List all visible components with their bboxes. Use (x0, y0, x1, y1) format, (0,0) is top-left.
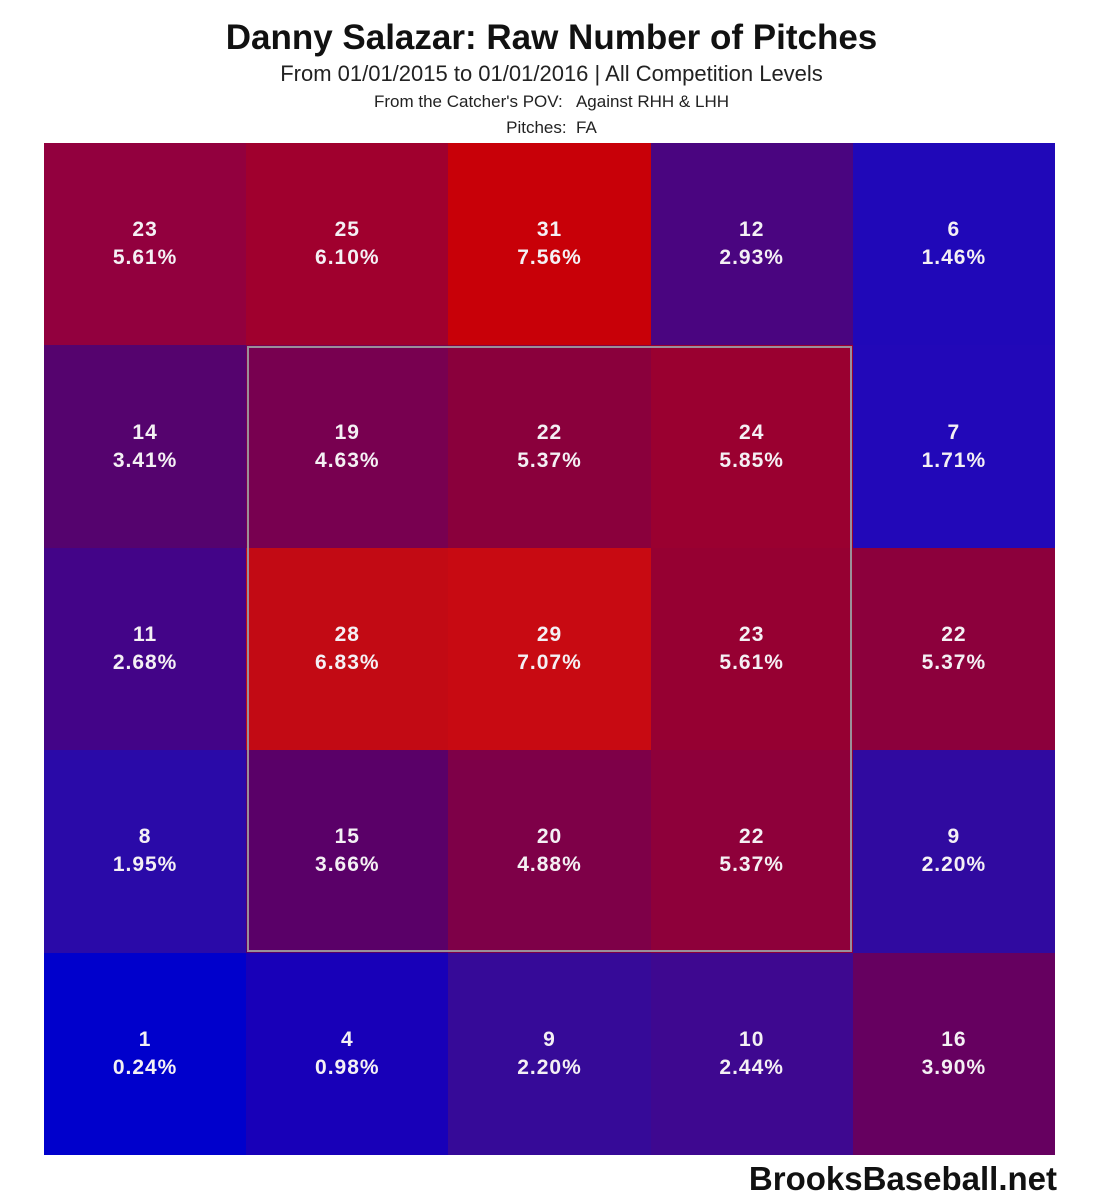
zone-cell: 8 1.95% (44, 750, 247, 953)
zone-cell-percent: 2.44% (719, 1055, 784, 1079)
zone-cell-count: 6 (947, 218, 961, 242)
zone-cell: 9 2.20% (852, 750, 1055, 953)
zone-cell: 12 2.93% (650, 143, 853, 346)
zone-cell: 24 5.85% (650, 345, 853, 548)
zone-cell-count: 25 (334, 218, 360, 242)
zone-cell-count: 11 (132, 622, 158, 646)
zone-cell-percent: 5.61% (112, 246, 178, 270)
zone-cell-count: 23 (739, 622, 765, 646)
zone-cell-percent: 2.68% (112, 650, 178, 674)
zone-cell: 15 3.66% (246, 750, 449, 953)
zone-cell-percent: 1.95% (112, 853, 178, 877)
zone-cell: 22 5.37% (448, 345, 651, 548)
zone-cell-percent: 7.07% (517, 650, 582, 674)
zone-cell-percent: 5.37% (517, 448, 582, 472)
chart-subtitle-date-range: From 01/01/2015 to 01/01/2016 | All Comp… (280, 61, 823, 86)
zone-cell-count: 14 (132, 420, 158, 444)
zone-cell: 9 2.20% (448, 952, 651, 1155)
zone-cell-count: 20 (536, 825, 563, 849)
zone-cell: 29 7.07% (448, 547, 651, 751)
zone-cell-count: 22 (941, 622, 967, 646)
zone-cell-count: 28 (334, 622, 360, 646)
zone-cell-percent: 3.41% (112, 448, 178, 472)
zone-cell-count: 9 (947, 825, 961, 849)
zone-cell-count: 8 (138, 825, 152, 849)
chart-subtitle-pitch-type: Pitches: FA (506, 118, 597, 137)
zone-cell: 25 6.10% (246, 143, 449, 346)
watermark: BrooksBaseball.net (748, 1160, 1057, 1197)
zone-cell-count: 23 (132, 218, 158, 242)
zone-cell: 16 3.90% (852, 952, 1055, 1155)
zone-cell-count: 22 (536, 420, 563, 444)
zone-cell-count: 24 (739, 420, 765, 444)
zone-cell-percent: 7.56% (517, 246, 582, 270)
zone-cell-count: 1 (138, 1027, 152, 1051)
chart-title: Danny Salazar: Raw Number of Pitches (225, 18, 878, 57)
zone-cell: 14 3.41% (44, 345, 247, 548)
zone-cell: 28 6.83% (246, 547, 449, 751)
zone-cell-percent: 5.61% (719, 650, 784, 674)
zone-cell-percent: 6.83% (315, 650, 380, 674)
zone-cell-percent: 2.20% (921, 853, 987, 877)
zone-cell: 22 5.37% (852, 547, 1055, 751)
zone-cell-percent: 3.66% (315, 853, 380, 877)
zone-cell-count: 29 (536, 622, 563, 646)
zone-cell: 23 5.61% (650, 547, 853, 751)
zone-cell-percent: 5.85% (719, 448, 784, 472)
zone-cell-count: 31 (536, 218, 563, 242)
zone-cell: 22 5.37% (650, 750, 853, 953)
chart-subtitle-pov: From the Catcher's POV: Against RHH & LH… (373, 92, 729, 111)
zone-cell-count: 12 (739, 218, 765, 242)
zone-cell: 23 5.61% (44, 143, 247, 346)
zone-cell-percent: 1.46% (921, 246, 987, 270)
zone-cell: 20 4.88% (448, 750, 651, 953)
zone-cell-percent: 4.63% (315, 448, 380, 472)
zone-cell-percent: 2.93% (719, 246, 784, 270)
zone-cell-percent: 5.37% (719, 853, 784, 877)
zone-cell-percent: 3.90% (921, 1055, 987, 1079)
zone-cell: 6 1.46% (852, 143, 1055, 346)
zone-cell-percent: 2.20% (517, 1055, 582, 1079)
zone-cell-count: 7 (947, 420, 961, 444)
zone-cell: 7 1.71% (852, 345, 1055, 548)
zone-cell-count: 16 (941, 1027, 967, 1051)
zone-cell-count: 19 (334, 420, 360, 444)
zone-cell: 31 7.56% (448, 143, 651, 346)
zone-cell-count: 9 (543, 1027, 556, 1051)
zone-cell-count: 22 (739, 825, 765, 849)
zone-cell: 4 0.98% (246, 952, 449, 1155)
zone-cell-percent: 1.71% (921, 448, 987, 472)
zone-cell: 19 4.63% (246, 345, 449, 548)
zone-cell-percent: 6.10% (315, 246, 380, 270)
zone-cell-percent: 5.37% (921, 650, 987, 674)
zone-cell-count: 15 (334, 825, 360, 849)
zone-cell-count: 4 (340, 1027, 354, 1051)
zone-cell: 1 0.24% (44, 952, 247, 1155)
zone-cell: 10 2.44% (650, 952, 853, 1155)
zone-cell-count: 10 (739, 1027, 765, 1051)
zone-cell-percent: 4.88% (517, 853, 582, 877)
zone-cell-percent: 0.24% (112, 1055, 178, 1079)
zone-cell: 11 2.68% (44, 547, 247, 751)
zone-heatmap-grid: 23 5.61% 25 6.10% 31 7.56% 12 2.93% 6 1.… (44, 143, 1055, 1155)
zone-cell-percent: 0.98% (315, 1055, 380, 1079)
